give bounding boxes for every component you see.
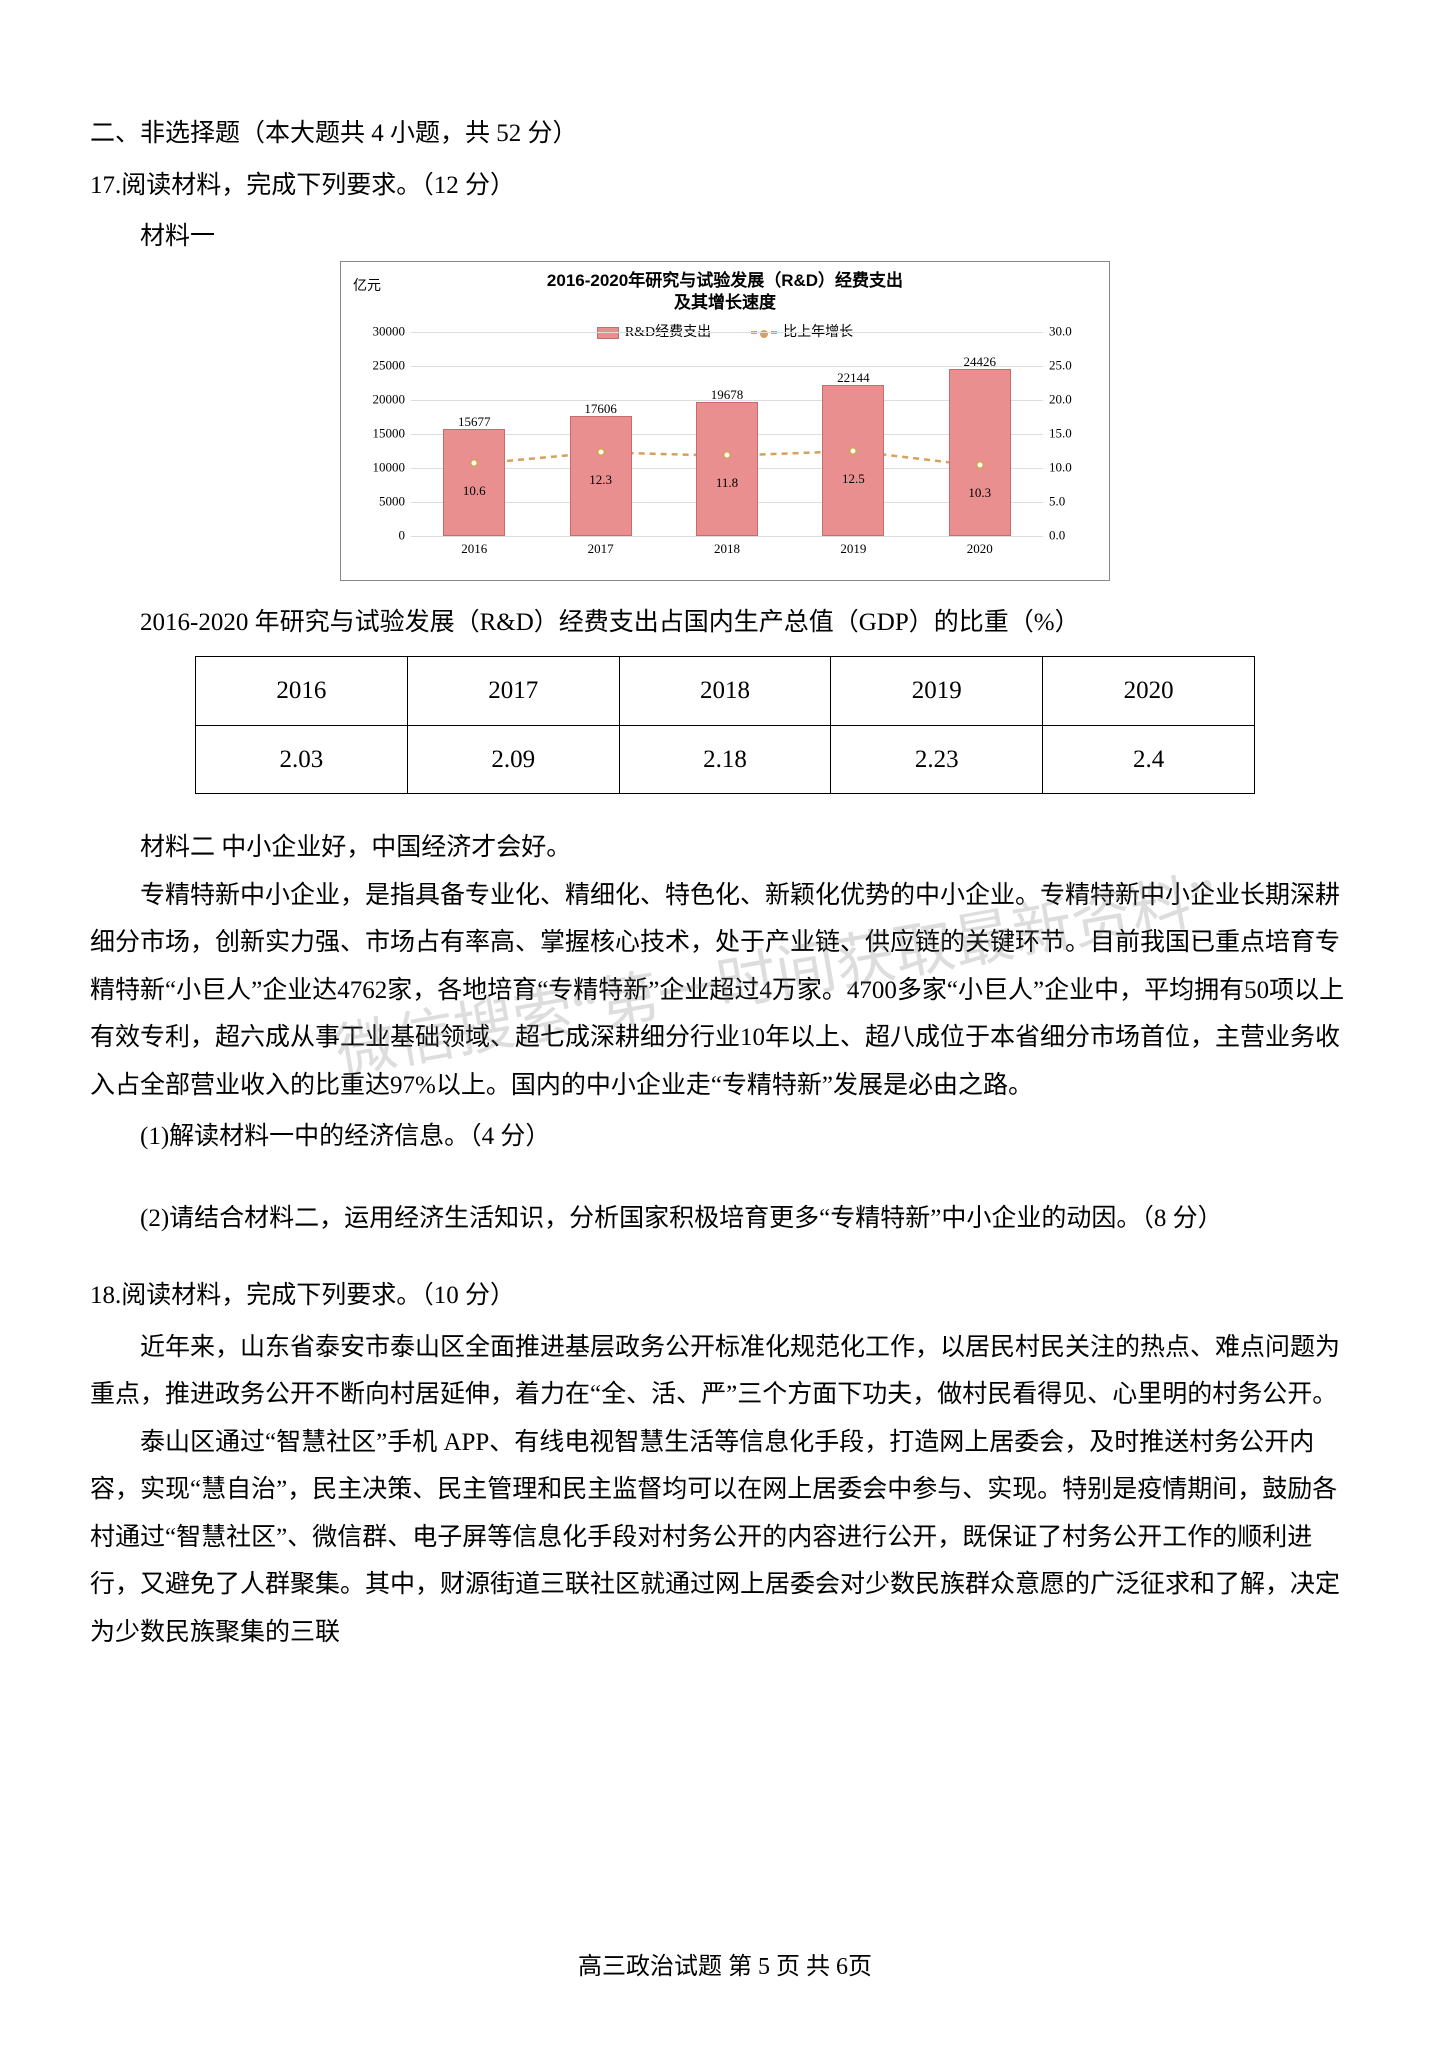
gdp-ratio-table: 20162017201820192020 2.032.092.182.232.4 (195, 656, 1255, 794)
plot-area: 00.050005.01000010.01500015.02000020.025… (411, 332, 1043, 536)
q17-sub2-wrap: (2)请结合材料二，运用经济生活知识，分析国家积极培育更多“专精特新”中小企业的… (90, 1195, 1360, 1243)
table-cell: 2.09 (407, 725, 619, 794)
table-header-cell: 2019 (831, 657, 1043, 726)
chart: 亿元 2016-2020年研究与试验发展（R&D）经费支出 及其增长速度 R&D… (340, 261, 1110, 581)
q18-body: 近年来，山东省泰安市泰山区全面推进基层政务公开标准化规范化工作，以居民村民关注的… (90, 1324, 1360, 1657)
y-tick-right: 30.0 (1049, 319, 1087, 344)
line-marker (723, 451, 732, 460)
body-paragraph: 专精特新中小企业，是指具备专业化、精细化、特色化、新颖化优势的中小企业。专精特新… (90, 872, 1360, 1110)
y-tick-right: 5.0 (1049, 489, 1087, 514)
line-value-label: 10.6 (463, 479, 486, 504)
bar: 22144 (822, 385, 884, 536)
q17-heading: 17.阅读材料，完成下列要求。（12 分） (90, 162, 1360, 210)
x-tick: 2019 (840, 537, 866, 562)
y-tick-left: 0 (363, 523, 405, 548)
section-heading: 二、非选择题（本大题共 4 小题，共 52 分） (90, 110, 1360, 158)
bar: 24426 (949, 369, 1011, 535)
table-header-row: 20162017201820192020 (196, 657, 1255, 726)
y-tick-right: 10.0 (1049, 455, 1087, 480)
line-marker (470, 459, 479, 468)
y-tick-left: 20000 (363, 387, 405, 412)
q17-body: 专精特新中小企业，是指具备专业化、精细化、特色化、新颖化优势的中小企业。专精特新… (90, 872, 1360, 1110)
table-header-cell: 2020 (1043, 657, 1255, 726)
gridline (411, 332, 1043, 333)
x-tick: 2016 (461, 537, 487, 562)
chart-title-line1: 2016-2020年研究与试验发展（R&D）经费支出 (349, 270, 1101, 292)
line-marker (596, 447, 605, 456)
table-row: 2.032.092.182.232.4 (196, 725, 1255, 794)
table-cell: 2.03 (196, 725, 408, 794)
table-header-cell: 2018 (619, 657, 831, 726)
line-value-label: 10.3 (968, 481, 991, 506)
q17-sub1: (1)解读材料一中的经济信息。（4 分） (90, 1113, 1360, 1161)
page-footer: 高三政治试题 第 5 页 共 6页 (0, 1945, 1450, 1991)
body-paragraph: 近年来，山东省泰安市泰山区全面推进基层政务公开标准化规范化工作，以居民村民关注的… (90, 1324, 1360, 1419)
body-paragraph: 泰山区通过“智慧社区”手机 APP、有线电视智慧生活等信息化手段，打造网上居委会… (90, 1419, 1360, 1657)
chart-title-line2: 及其增长速度 (349, 292, 1101, 314)
y-tick-left: 25000 (363, 353, 405, 378)
line-marker (975, 461, 984, 470)
bar-value-label: 22144 (837, 366, 870, 391)
q17-sub2: (2)请结合材料二，运用经济生活知识，分析国家积极培育更多“专精特新”中小企业的… (90, 1195, 1360, 1243)
y-tick-left: 15000 (363, 421, 405, 446)
x-tick: 2020 (967, 537, 993, 562)
bar-value-label: 15677 (458, 410, 491, 435)
line-value-label: 12.5 (842, 467, 865, 492)
chart-container: 亿元 2016-2020年研究与试验发展（R&D）经费支出 及其增长速度 R&D… (90, 261, 1360, 581)
y-tick-right: 20.0 (1049, 387, 1087, 412)
material1-label: 材料一 (90, 213, 1360, 261)
bar-value-label: 24426 (964, 350, 997, 375)
q18-heading: 18.阅读材料，完成下列要求。（10 分） (90, 1272, 1360, 1320)
table-caption: 2016-2020 年研究与试验发展（R&D）经费支出占国内生产总值（GDP）的… (90, 599, 1360, 647)
bar-value-label: 17606 (584, 397, 617, 422)
table-cell: 2.23 (831, 725, 1043, 794)
gridline (411, 366, 1043, 367)
table-cell: 2.18 (619, 725, 831, 794)
material2-label: 材料二 中小企业好，中国经济才会好。 (90, 824, 1360, 872)
y-tick-left: 10000 (363, 455, 405, 480)
y-tick-right: 0.0 (1049, 523, 1087, 548)
line-marker (849, 446, 858, 455)
y-tick-left: 5000 (363, 489, 405, 514)
y-tick-right: 25.0 (1049, 353, 1087, 378)
y-left-unit: 亿元 (353, 274, 381, 301)
table-header-cell: 2016 (196, 657, 408, 726)
bar: 19678 (696, 402, 758, 536)
y-tick-right: 15.0 (1049, 421, 1087, 446)
y-tick-left: 30000 (363, 319, 405, 344)
x-tick: 2018 (714, 537, 740, 562)
line-value-label: 11.8 (716, 471, 738, 496)
table-header-cell: 2017 (407, 657, 619, 726)
table-cell: 2.4 (1043, 725, 1255, 794)
bar-value-label: 19678 (711, 383, 744, 408)
x-tick: 2017 (588, 537, 614, 562)
line-value-label: 12.3 (589, 468, 612, 493)
